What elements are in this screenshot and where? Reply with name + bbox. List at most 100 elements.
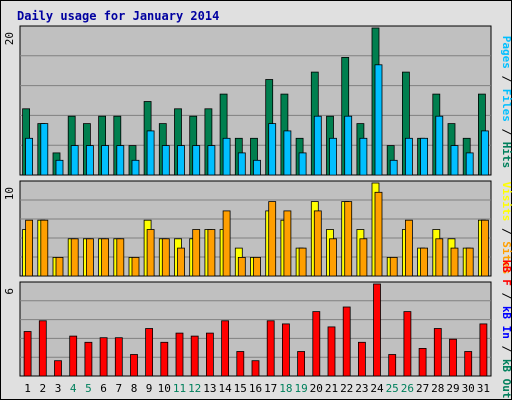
bar-kb-f-day-20 (312, 311, 321, 377)
bar-kb-f-day-8 (130, 354, 138, 377)
bar-files-day-9 (146, 130, 155, 176)
bar-sites-day-8 (131, 256, 140, 277)
bar-sites-day-12 (192, 229, 201, 277)
bar-sites-day-6 (101, 238, 109, 277)
bar-kb-f-day-1 (23, 331, 32, 377)
bar-files-day-14 (222, 137, 231, 176)
bar-kb-f-day-11 (175, 332, 184, 377)
x-tick-label-27: 27 (416, 382, 429, 395)
bar-kb-f-day-24 (373, 283, 381, 377)
bar-kb-f-day-7 (114, 337, 123, 377)
bar-kb-f-day-5 (84, 341, 93, 377)
bar-sites-day-9 (146, 229, 155, 277)
panel-hits-legend-label: Pages / Files / Hits (500, 36, 512, 169)
x-tick-label-31: 31 (477, 382, 490, 395)
bar-files-day-6 (101, 145, 109, 176)
bar-kb-f-day-2 (38, 320, 47, 377)
bar-kb-f-day-25 (388, 354, 397, 377)
bar-kb-f-day-10 (160, 341, 169, 377)
bar-sites-day-14 (222, 210, 231, 277)
bar-files-day-26 (404, 137, 413, 176)
bar-kb-f-day-16 (251, 360, 260, 377)
plot-area: 20 Pages / Files / Hits 10 Visits / Sites 6 k… (3, 25, 512, 399)
x-tick-label-21: 21 (325, 382, 338, 395)
bar-kb-f-day-30 (464, 351, 473, 377)
bar-files-day-15 (237, 152, 246, 176)
bar-sites-day-29 (450, 247, 459, 277)
chart-title: Daily usage for January 2014 (17, 9, 219, 23)
bar-kb-f-day-28 (433, 328, 442, 377)
panel-hits-ymax-label: 20 (3, 32, 16, 45)
bar-sites-day-3 (55, 256, 64, 277)
bar-sites-day-16 (253, 256, 261, 277)
bar-sites-day-30 (465, 247, 474, 277)
bar-kb-f-day-31 (479, 323, 488, 377)
bar-sites-day-23 (359, 238, 368, 277)
bar-sites-day-15 (237, 256, 246, 277)
x-tick-label-8: 8 (131, 382, 138, 395)
bar-files-day-5 (86, 145, 94, 176)
x-tick-label-15: 15 (234, 382, 247, 395)
bar-kb-f-day-12 (190, 335, 199, 377)
x-tick-label-11: 11 (173, 382, 186, 395)
x-tick-label-23: 23 (355, 382, 368, 395)
x-tick-label-16: 16 (249, 382, 262, 395)
x-tick-label-4: 4 (70, 382, 77, 395)
bar-sites-day-2 (40, 219, 49, 277)
bar-sites-day-21 (329, 238, 337, 277)
bar-files-day-29 (450, 145, 459, 176)
bar-files-day-30 (465, 152, 474, 176)
x-tick-label-9: 9 (146, 382, 153, 395)
bar-files-day-28 (435, 115, 444, 176)
bar-sites-day-13 (207, 229, 216, 277)
bar-files-day-4 (70, 145, 79, 176)
bar-files-day-19 (298, 152, 307, 176)
bar-files-day-2 (40, 123, 49, 176)
x-tick-label-17: 17 (264, 382, 277, 395)
bar-kb-f-day-21 (327, 326, 336, 377)
bar-files-day-10 (161, 145, 170, 176)
x-tick-label-25: 25 (386, 382, 399, 395)
bar-kb-f-day-15 (236, 351, 245, 377)
bar-sites-day-24 (374, 191, 383, 277)
bar-kb-f-day-19 (297, 351, 306, 377)
x-tick-label-7: 7 (115, 382, 122, 395)
bar-files-day-3 (55, 159, 64, 176)
bar-sites-day-26 (404, 219, 413, 277)
bar-files-day-24 (374, 64, 383, 176)
panel-visits-legend-label: Visits / Sites (500, 182, 512, 275)
x-tick-label-20: 20 (310, 382, 323, 395)
bar-files-day-16 (253, 159, 261, 176)
bar-kb-f-day-26 (403, 311, 412, 377)
bar-sites-day-20 (313, 210, 322, 277)
bar-sites-day-17 (268, 201, 277, 277)
bar-kb-f-day-14 (221, 320, 230, 377)
bar-sites-day-31 (480, 219, 489, 277)
bar-kb-f-day-13 (205, 332, 214, 377)
bar-files-day-7 (116, 145, 125, 176)
bar-kb-f-day-23 (357, 341, 366, 377)
bar-sites-day-19 (298, 247, 307, 277)
bar-sites-day-18 (283, 210, 292, 277)
x-tick-label-30: 30 (462, 382, 475, 395)
bar-kb-f-day-27 (418, 347, 427, 377)
x-tick-label-12: 12 (188, 382, 201, 395)
x-tick-label-26: 26 (401, 382, 414, 395)
x-tick-label-29: 29 (446, 382, 459, 395)
bar-kb-f-day-3 (54, 360, 62, 377)
bar-files-day-17 (268, 123, 277, 176)
panel-visits-ymax-label: 10 (3, 187, 16, 200)
bar-files-day-22 (344, 115, 353, 176)
panel-kbytes-legend-label: kB F / kB In / kB Out (500, 259, 512, 398)
bar-kb-f-day-17 (266, 320, 275, 377)
bar-sites-day-27 (420, 247, 429, 277)
x-tick-label-18: 18 (279, 382, 292, 395)
bar-kb-f-day-6 (99, 337, 108, 377)
bar-sites-day-28 (435, 238, 444, 277)
bar-kb-f-day-4 (69, 335, 78, 377)
bar-files-day-13 (207, 145, 216, 176)
x-tick-label-24: 24 (370, 382, 384, 395)
bar-files-day-27 (420, 137, 429, 176)
bar-files-day-23 (359, 137, 368, 176)
